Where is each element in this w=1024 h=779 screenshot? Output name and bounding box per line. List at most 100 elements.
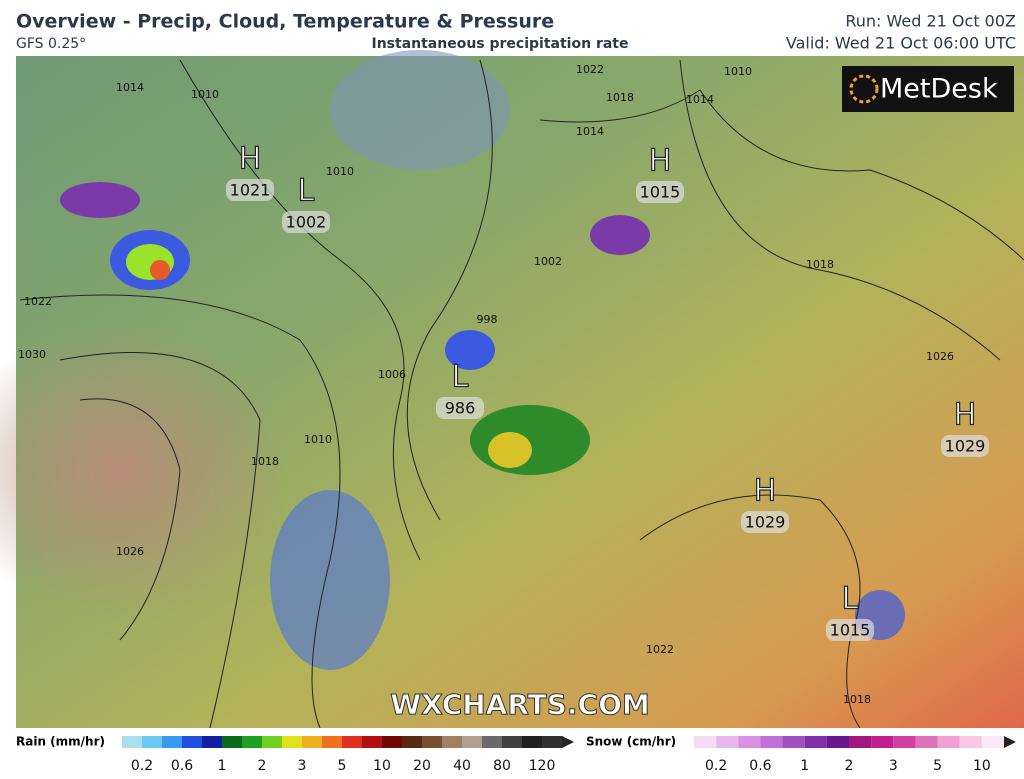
snow-label: 1 [800,758,809,774]
pressure-value-bg [636,181,684,203]
isobar [59,352,261,729]
rain-swatch [302,736,322,748]
isobar [179,59,421,561]
logo: MetDesk [880,74,998,105]
rain-swatch [422,736,442,748]
snow-swatch [959,736,982,748]
pressure-value-bg [941,435,989,457]
isobar-label: 998 [477,313,498,326]
isobar-label: 1014 [116,81,144,94]
snow-swatch [826,736,849,748]
logo-bg [842,66,1014,112]
rain-label: 1 [218,758,227,774]
rain-label: 3 [298,758,307,774]
pressure-value: 986 [445,399,476,418]
snow-swatch [804,736,827,748]
snow-swatch [915,736,938,748]
pressure-symbol: H [239,142,262,177]
rain-label: 40 [453,758,471,774]
isobar-label: 1010 [304,433,332,446]
precip [470,405,590,475]
isobar-label: 1018 [251,455,279,468]
isobar [539,89,1024,261]
rain-label: 2 [258,758,267,774]
rain-swatch [482,736,502,748]
greenland-ice [330,50,510,170]
rain-label: 0.6 [171,758,193,774]
rain-swatch [202,736,222,748]
rain-label: 120 [529,758,556,774]
rain-swatch [182,736,202,748]
pressure-value-bg [282,211,330,233]
pressure-symbol: H [954,398,977,433]
pressure-value-bg [226,179,274,201]
logo-icon [849,74,879,104]
isobar-label: 1006 [378,368,406,381]
isobar-label: 1030 [18,348,46,361]
snow-swatch [782,736,805,748]
rain-swatch [222,736,242,748]
isobar [679,59,1001,361]
isobar-label: 1018 [843,693,871,706]
isobar-label: 1022 [576,63,604,76]
precip [488,432,532,468]
snow-swatch [849,736,872,748]
rain-swatch [242,736,262,748]
cloud-field [0,320,290,620]
snow-swatch [871,736,894,748]
snow-swatch [937,736,960,748]
isobar [406,59,493,521]
isobar [79,398,181,641]
subtitle: Instantaneous precipitation rate [372,36,629,52]
precip [150,260,170,280]
isobar-label: 1026 [116,545,144,558]
isobar-label: 1014 [686,93,714,106]
header-bg [0,0,1024,56]
title: Overview - Precip, Cloud, Temperature & … [16,11,554,33]
model: GFS 0.25° [16,36,86,52]
pressure-symbol: L [452,360,469,395]
rain-swatch [462,736,482,748]
rain-swatch [122,736,142,748]
rain-label: 80 [493,758,511,774]
rain-swatch [502,736,522,748]
snow-swatch [694,736,717,748]
snow-legend-title: Snow (cm/hr) [586,735,676,749]
isobar-label: 1026 [926,350,954,363]
watermark: WXCHARTS.COM [390,688,650,721]
rain-swatch [362,736,382,748]
snow-swatch [893,736,916,748]
rain-swatch [142,736,162,748]
snow-swatch [981,736,1004,748]
precip [445,330,495,370]
isobar [19,294,341,729]
run-time: Run: Wed 21 Oct 00Z [845,12,1016,31]
valid-time: Valid: Wed 21 Oct 06:00 UTC [786,34,1016,53]
snow-arrow [1004,736,1016,748]
pressure-value: 1021 [230,181,271,200]
snow-label: 2 [845,758,854,774]
rain-swatch [382,736,402,748]
pressure-value: 1002 [286,213,327,232]
precip [270,490,390,670]
snow-label: 10 [973,758,991,774]
pressure-value: 1029 [745,513,786,532]
rain-label: 10 [373,758,391,774]
rain-swatch [262,736,282,748]
snow-label: 3 [889,758,898,774]
pressure-symbol: H [754,474,777,509]
snow [60,182,140,218]
isobar-label: 1010 [724,65,752,78]
pressure-symbol: L [842,582,859,617]
snow-swatch [716,736,739,748]
pressure-value-bg [436,397,484,419]
snow-label: 0.2 [705,758,727,774]
snow-label: 5 [933,758,942,774]
isobar-label: 1022 [24,295,52,308]
snow-swatch [738,736,761,748]
isobar [639,494,861,729]
rain-swatch [282,736,302,748]
pressure-symbol: H [649,144,672,179]
rain-legend-title: Rain (mm/hr) [16,735,105,749]
